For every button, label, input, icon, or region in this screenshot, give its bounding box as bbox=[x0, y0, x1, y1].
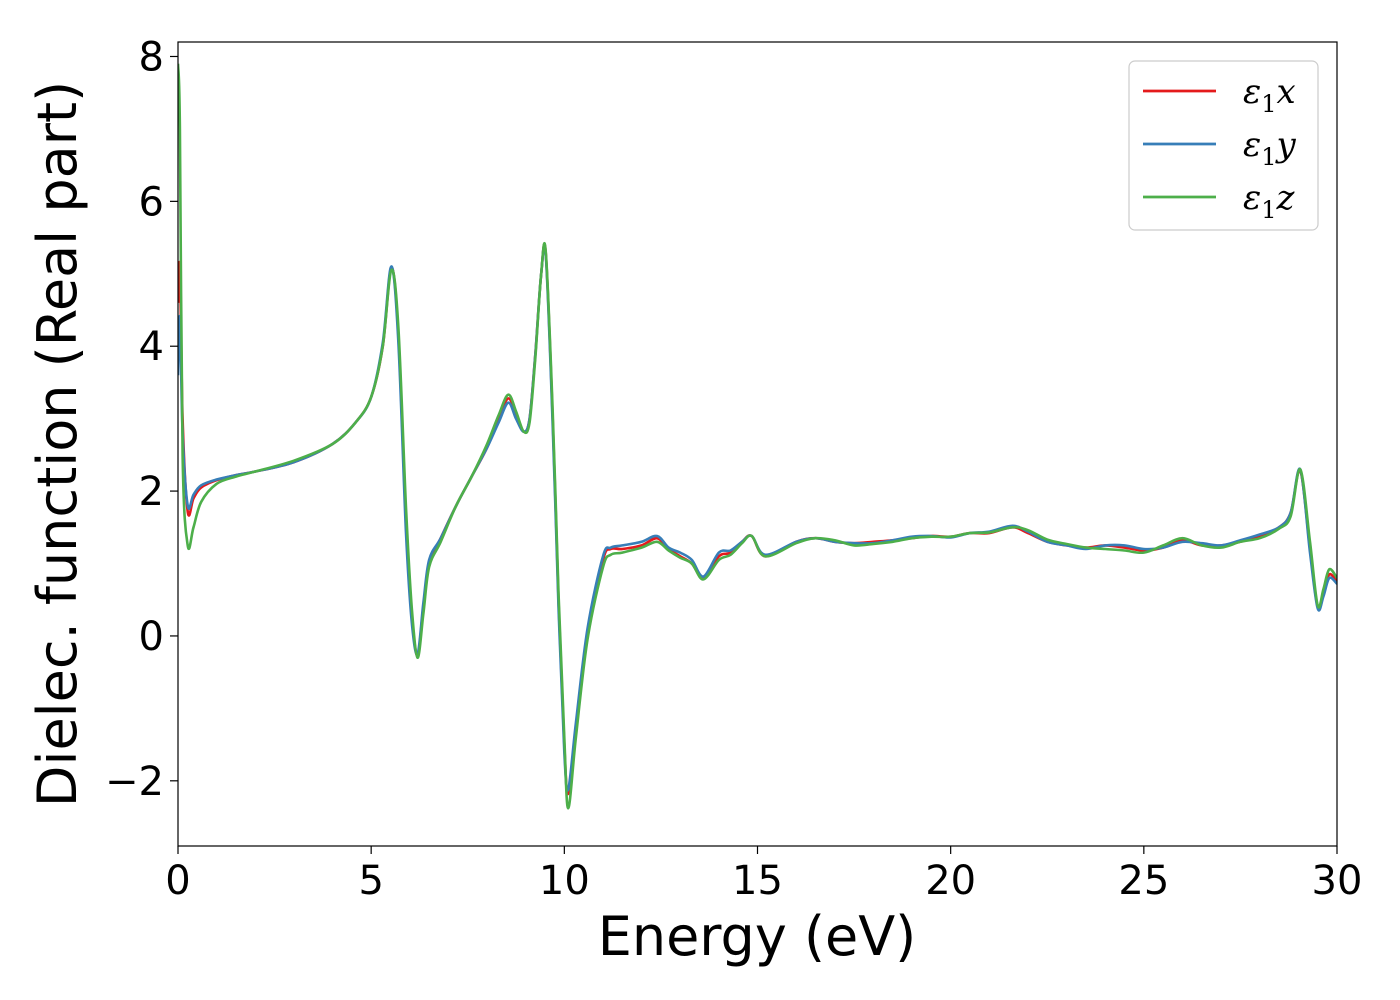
y-tick-label: 2 bbox=[139, 469, 164, 515]
x-tick-label: 20 bbox=[925, 858, 976, 904]
y-axis-title: Dielec. function (Real part) bbox=[26, 81, 89, 807]
y-tick-label: 6 bbox=[139, 179, 164, 225]
y-tick-label: −2 bbox=[105, 759, 164, 805]
legend-label-z: ε1z bbox=[1243, 178, 1296, 224]
x-tick-label: 25 bbox=[1118, 858, 1169, 904]
legend-label-y: ε1y bbox=[1243, 125, 1297, 171]
x-tick-label: 30 bbox=[1312, 858, 1363, 904]
series-line-z bbox=[178, 63, 1337, 810]
x-tick-label: 10 bbox=[539, 858, 590, 904]
series-layer bbox=[178, 63, 1337, 810]
x-tick-label: 15 bbox=[732, 858, 783, 904]
y-axis: −2 0 2 4 6 8 bbox=[105, 34, 178, 805]
x-tick-label: 0 bbox=[165, 858, 190, 904]
x-axis-title: Energy (eV) bbox=[598, 905, 917, 968]
y-tick-label: 4 bbox=[139, 324, 164, 370]
legend-label-x: ε1x bbox=[1243, 72, 1296, 118]
legend: ε1x ε1y ε1z bbox=[1128, 60, 1319, 231]
y-tick-label: 8 bbox=[139, 34, 164, 80]
legend-box bbox=[1128, 60, 1319, 231]
x-tick-label: 5 bbox=[358, 858, 383, 904]
x-axis: 0 5 10 15 20 25 30 bbox=[165, 846, 1362, 904]
y-tick-label: 0 bbox=[139, 614, 164, 660]
